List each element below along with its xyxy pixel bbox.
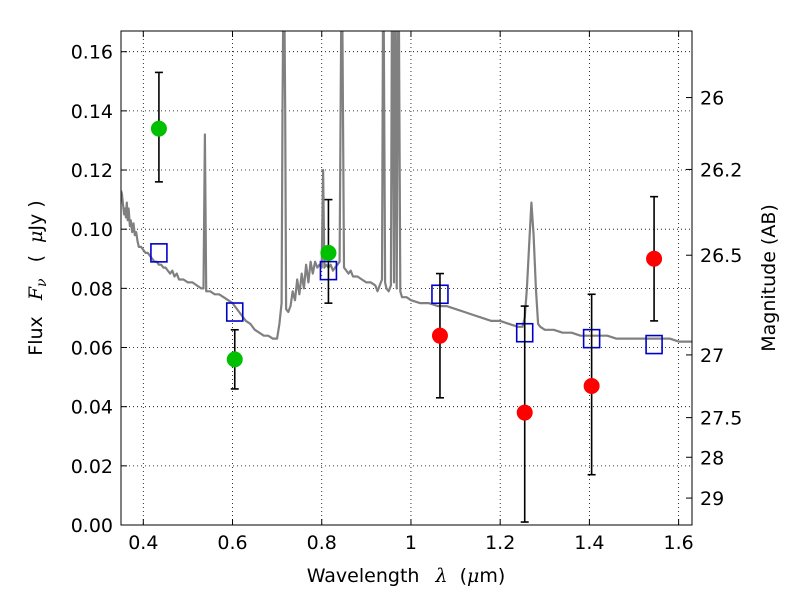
x-tick-label: 0.6: [217, 532, 247, 554]
observed-flux-point: [431, 327, 448, 344]
y-axis-label-text: Flux: [25, 316, 47, 356]
y-tick-label: 0.14: [71, 101, 113, 123]
y-tick-label: 0.10: [71, 219, 113, 241]
y-tick-label: 0.00: [71, 515, 113, 537]
y2-tick-label: 26.2: [700, 159, 742, 181]
x-tick-label: 1.4: [574, 532, 604, 554]
observed-flux-point: [583, 377, 600, 394]
y-tick-label: 0.08: [71, 278, 113, 300]
model-photometry-square: [150, 243, 168, 263]
x-tick-label: 1.2: [485, 532, 515, 554]
ticks: 0.4 0.6 0.8 1 1.2 1.4 1.6 0.00 0.02 0.04 0.06 0.08 0…: [71, 31, 742, 554]
y2-axis-label: Magnitude (AB): [758, 204, 780, 352]
x-axis-label-symbol: λ: [434, 565, 447, 587]
y-axis-label-unit-rest: Jy ): [25, 200, 47, 231]
y-axis-label-symbol: F: [25, 286, 47, 301]
y-axis-label-unit-mu: μ: [25, 231, 47, 243]
y-tick-label: 0.04: [71, 397, 113, 419]
x-axis-label: Wavelength λ (μm): [307, 565, 506, 587]
y2-tick-label: 27.5: [700, 408, 742, 430]
x-tick-label: 0.8: [307, 532, 337, 554]
observed-flux-point: [150, 120, 167, 137]
model-photometry-square: [645, 334, 663, 355]
observed-flux-point: [516, 404, 533, 421]
x-tick-label: 1: [405, 532, 417, 554]
y2-tick-label: 26.5: [700, 245, 742, 267]
template-spectrum-line: [121, 31, 692, 343]
plot-area: [121, 31, 692, 523]
observed-flux-point: [320, 244, 337, 261]
y-axis-label-unit-open: (: [25, 255, 47, 262]
x-axis-label-unit-mu: μ: [467, 565, 479, 587]
y2-tick-label: 27: [700, 345, 724, 367]
y2-tick-label: 29: [700, 488, 724, 510]
plot-frame: [120, 30, 693, 526]
y-tick-label: 0.16: [71, 42, 113, 64]
x-axis-label-unit-open: (: [460, 565, 467, 587]
x-tick-label: 1.6: [664, 532, 694, 554]
x-axis-label-unit-rest: m): [479, 565, 505, 587]
observed-flux-point: [226, 351, 243, 368]
y-axis-label: Flux Fν ( μJy ): [25, 200, 51, 355]
y-tick-label: 0.02: [71, 456, 113, 478]
y-tick-label: 0.12: [71, 160, 113, 182]
model-photometry-square: [225, 302, 244, 322]
x-tick-label: 0.4: [128, 532, 158, 554]
y-axis-label-subscript: ν: [34, 278, 50, 287]
x-axis-label-text: Wavelength: [307, 565, 420, 587]
observed-flux-point: [646, 250, 663, 267]
y2-tick-label: 28: [700, 447, 724, 469]
y-tick-label: 0.06: [71, 338, 113, 360]
y2-tick-label: 26: [700, 88, 724, 110]
